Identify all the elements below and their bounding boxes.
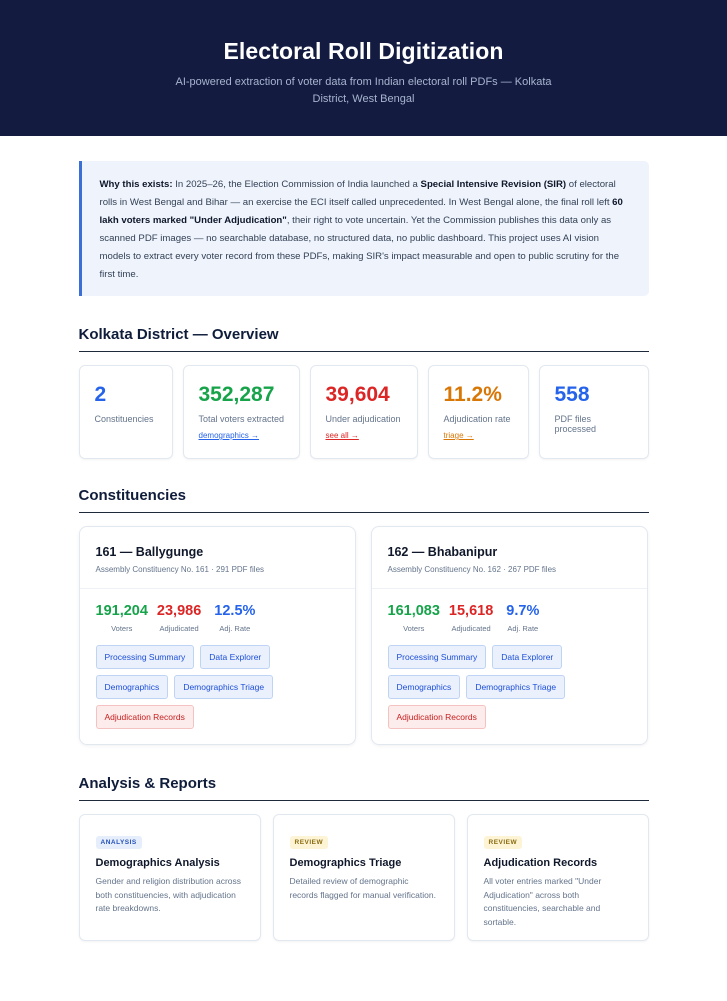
report-title: Demographics Analysis — [95, 857, 220, 869]
why-text-1: In 2025–26, the Election Commission of I… — [172, 179, 421, 190]
overview-stats: 2 Constituencies 352,287 Total voters ex… — [78, 365, 649, 459]
metric-value: 23,986 — [156, 603, 202, 619]
constituency-name: 162 — Bhabanipur — [387, 545, 498, 559]
metric-label: Adjudicated — [451, 624, 491, 633]
demographics-button[interactable]: Demographics — [387, 675, 461, 699]
metric-label: Adj. Rate — [507, 624, 539, 633]
demographics-link[interactable]: demographics → — [198, 431, 259, 440]
report-description: All voter entries marked "Under Adjudica… — [483, 876, 602, 927]
metric-value: 15,618 — [448, 603, 494, 619]
why-bold-adjudication: 60 lakh voters marked "Under Adjudicatio… — [99, 197, 623, 226]
data-explorer-button[interactable]: Data Explorer — [492, 645, 563, 669]
constituency-card-ballygunge: 161 — Ballygunge Assembly Constituency N… — [78, 526, 356, 745]
report-title: Demographics Triage — [289, 857, 402, 869]
main-content: Why this exists: In 2025–26, the Electio… — [78, 161, 649, 941]
stat-label: Total voters extracted — [198, 414, 285, 424]
metric-value: 161,083 — [387, 603, 440, 619]
report-tag: REVIEW — [483, 836, 523, 849]
metric-value: 191,204 — [95, 603, 148, 619]
constituency-actions: Processing Summary Data Explorer Demogra… — [95, 645, 306, 729]
metric-adj-rate: 9.7% Adj. Rate — [506, 602, 539, 633]
analysis-cards: ANALYSIS Demographics Analysis Gender an… — [78, 814, 649, 941]
data-explorer-button[interactable]: Data Explorer — [200, 645, 271, 669]
stat-card-adjudication-rate: 11.2% Adjudication rate triage → — [427, 365, 529, 459]
metric-label: Adj. Rate — [219, 624, 251, 633]
triage-link[interactable]: triage → — [443, 431, 474, 440]
constituency-name: 161 — Ballygunge — [95, 545, 204, 559]
metric-adj-rate: 12.5% Adj. Rate — [214, 602, 255, 633]
constituency-actions: Processing Summary Data Explorer Demogra… — [387, 645, 598, 729]
stat-label: Under adjudication — [325, 414, 401, 424]
metric-value: 12.5% — [214, 603, 256, 619]
stat-label: PDF files processed — [554, 414, 597, 434]
report-card-adjudication-records[interactable]: REVIEW Adjudication Records All voter en… — [466, 814, 649, 941]
stat-card-pdf-files: 558 PDF files processed — [538, 365, 649, 459]
constituency-body: 191,204 Voters 23,986 Adjudicated 12.5% … — [80, 589, 355, 729]
constituency-header: 162 — Bhabanipur Assembly Constituency N… — [371, 527, 647, 589]
metric-label: Voters — [403, 624, 425, 633]
metric-adjudicated: 23,986 Adjudicated — [157, 602, 201, 633]
constituency-card-bhabanipur: 162 — Bhabanipur Assembly Constituency N… — [370, 526, 648, 745]
constituency-metrics: 161,083 Voters 15,618 Adjudicated 9.7% A… — [388, 602, 631, 633]
adjudication-records-button[interactable]: Adjudication Records — [387, 705, 486, 729]
stat-value: 352,287 — [198, 383, 275, 406]
stat-label: Constituencies — [94, 414, 154, 424]
report-description: Detailed review of demographic records f… — [289, 876, 436, 900]
stat-value: 39,604 — [325, 383, 390, 406]
constituency-body: 161,083 Voters 15,618 Adjudicated 9.7% A… — [372, 589, 647, 729]
stat-card-total-voters: 352,287 Total voters extracted demograph… — [182, 365, 300, 459]
stat-value: 11.2% — [443, 383, 502, 406]
see-all-link[interactable]: see all → — [325, 431, 359, 440]
page-header: Electoral Roll Digitization AI-powered e… — [0, 0, 727, 136]
processing-summary-button[interactable]: Processing Summary — [95, 645, 195, 669]
demographics-triage-button[interactable]: Demographics Triage — [174, 675, 274, 699]
report-card-demographics-analysis[interactable]: ANALYSIS Demographics Analysis Gender an… — [78, 814, 261, 941]
processing-summary-button[interactable]: Processing Summary — [387, 645, 487, 669]
metric-label: Voters — [111, 624, 133, 633]
why-bold-sir: Special Intensive Revision (SIR) — [420, 179, 567, 190]
constituency-list: 161 — Ballygunge Assembly Constituency N… — [78, 526, 649, 745]
metric-adjudicated: 15,618 Adjudicated — [449, 602, 493, 633]
page-title: Electoral Roll Digitization — [223, 38, 504, 64]
stat-value: 2 — [94, 383, 107, 406]
constituency-meta: Assembly Constituency No. 162 · 267 PDF … — [387, 565, 557, 574]
stat-label: Adjudication rate — [443, 414, 511, 424]
why-lead: Why this exists: — [99, 179, 173, 190]
report-tag: REVIEW — [289, 836, 329, 849]
why-text-2: of electoral rolls in West Bengal and Bi… — [99, 179, 616, 208]
why-callout: Why this exists: In 2025–26, the Electio… — [78, 161, 649, 296]
constituency-metrics: 191,204 Voters 23,986 Adjudicated 12.5% … — [96, 602, 339, 633]
analysis-heading: Analysis & Reports — [78, 775, 649, 801]
adjudication-records-button[interactable]: Adjudication Records — [95, 705, 194, 729]
report-title: Adjudication Records — [483, 857, 598, 869]
stat-value: 558 — [554, 383, 590, 406]
demographics-triage-button[interactable]: Demographics Triage — [466, 675, 566, 699]
metric-value: 9.7% — [506, 603, 540, 619]
constituencies-heading: Constituencies — [78, 487, 649, 513]
metric-label: Adjudicated — [159, 624, 199, 633]
stat-card-constituencies: 2 Constituencies — [78, 365, 173, 459]
why-text-3: , their right to vote uncertain. Yet the… — [99, 215, 620, 280]
metric-voters: 191,204 Voters — [96, 602, 148, 633]
report-card-demographics-triage[interactable]: REVIEW Demographics Triage Detailed revi… — [272, 814, 455, 941]
report-description: Gender and religion distribution across … — [95, 876, 242, 913]
overview-heading: Kolkata District — Overview — [78, 326, 649, 352]
metric-voters: 161,083 Voters — [388, 602, 440, 633]
constituency-header: 161 — Ballygunge Assembly Constituency N… — [79, 527, 355, 589]
page-subtitle: AI-powered extraction of voter data from… — [175, 76, 552, 105]
constituency-meta: Assembly Constituency No. 161 · 291 PDF … — [95, 565, 265, 574]
report-tag: ANALYSIS — [95, 836, 142, 849]
stat-card-under-adjudication: 39,604 Under adjudication see all → — [309, 365, 418, 459]
demographics-button[interactable]: Demographics — [95, 675, 169, 699]
